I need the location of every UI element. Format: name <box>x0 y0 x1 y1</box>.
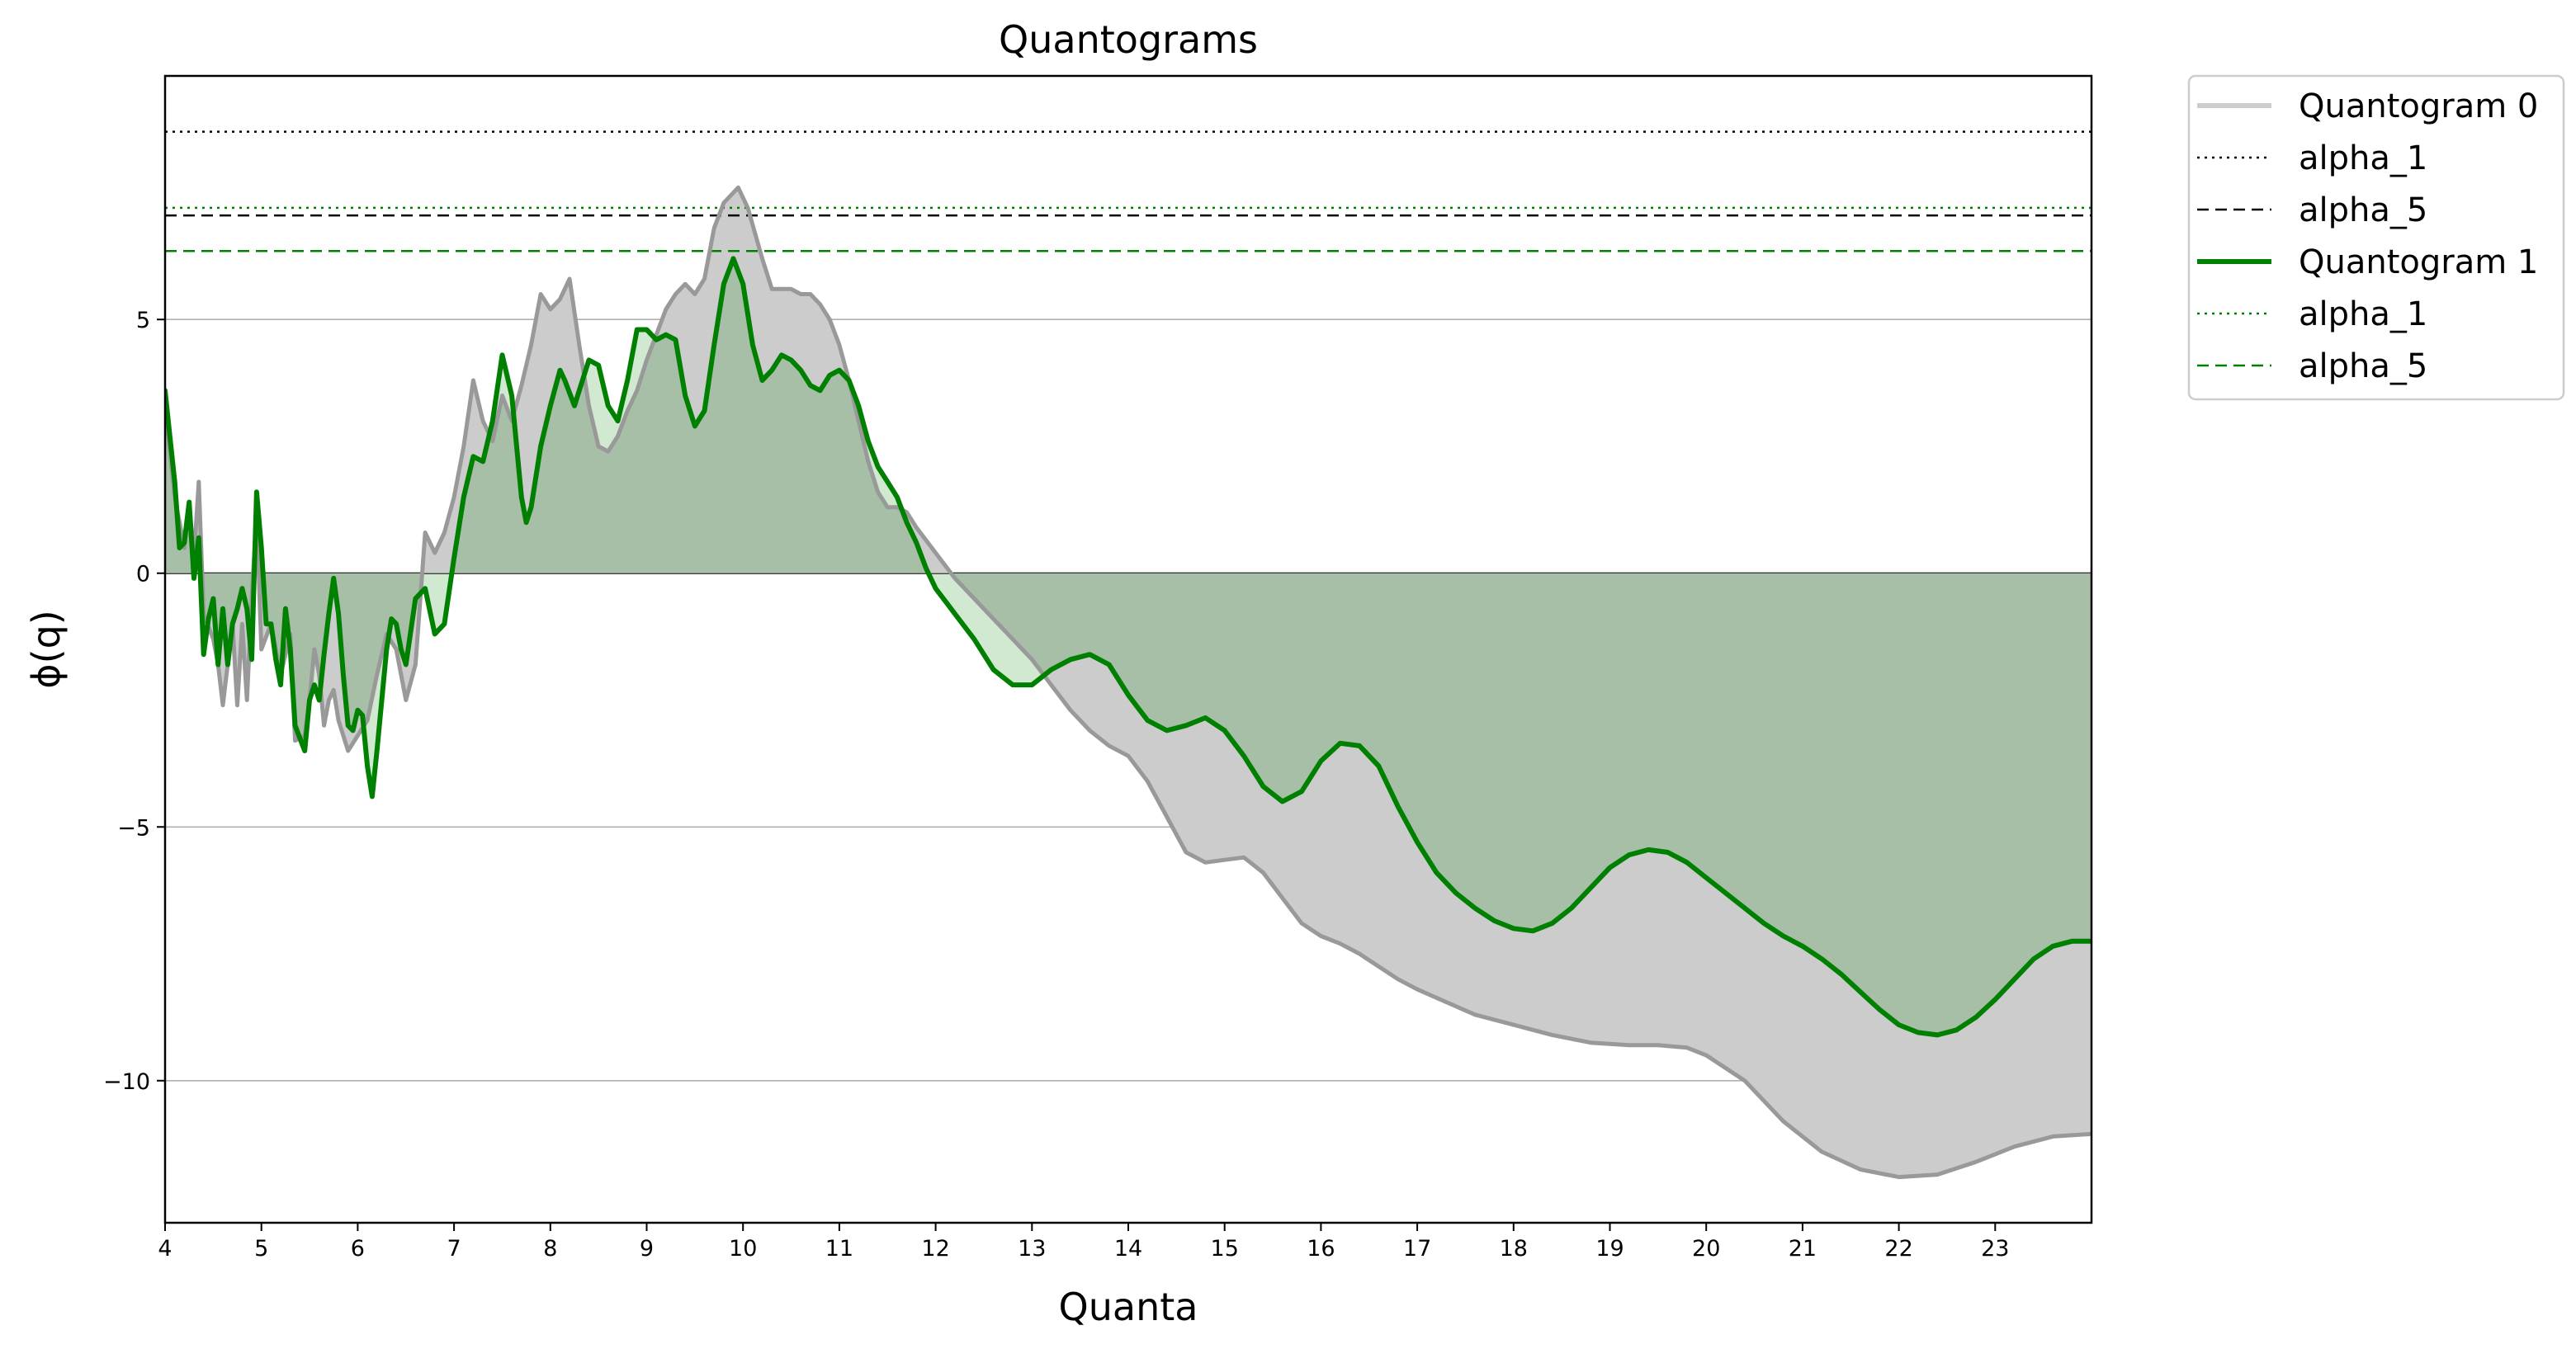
series-fill <box>165 258 2092 1035</box>
legend-label: alpha_5 <box>2299 347 2427 385</box>
series-lines <box>165 185 2092 1180</box>
x-tick-label: 22 <box>1884 1236 1912 1262</box>
legend-label: alpha_5 <box>2299 191 2427 229</box>
x-tick-label: 5 <box>254 1236 268 1262</box>
x-axis-ticks: 4 5 6 7 8 9 10 11 12 13 14 15 16 17 18 19 20 21 22 23 <box>158 1223 2009 1262</box>
x-tick-label: 14 <box>1114 1236 1142 1262</box>
legend-label: alpha_1 <box>2299 295 2427 333</box>
x-tick-label: 8 <box>543 1236 557 1262</box>
x-tick-label: 21 <box>1789 1236 1817 1262</box>
x-tick-label: 10 <box>729 1236 757 1262</box>
x-tick-label: 15 <box>1211 1236 1239 1262</box>
reference-lines <box>165 130 2092 252</box>
x-tick-label: 13 <box>1018 1236 1046 1262</box>
x-tick-label: 23 <box>1981 1236 2009 1262</box>
y-axis-ticks: −10 −5 0 5 <box>103 308 165 1095</box>
x-tick-label: 11 <box>825 1236 853 1262</box>
x-axis-label: Quanta <box>1059 1285 1198 1329</box>
x-tick-label: 6 <box>351 1236 365 1262</box>
legend-label: Quantogram 1 <box>2299 243 2538 281</box>
x-tick-label: 7 <box>447 1236 461 1262</box>
legend-label: Quantogram 0 <box>2299 87 2538 125</box>
x-tick-label: 4 <box>158 1236 172 1262</box>
y-tick-label: 0 <box>136 562 150 587</box>
area-fills <box>165 187 2092 1177</box>
chart-title: Quantograms <box>999 17 1258 62</box>
y-tick-label: 5 <box>136 308 150 333</box>
x-tick-label: 9 <box>640 1236 654 1262</box>
x-tick-label: 19 <box>1595 1236 1624 1262</box>
x-tick-label: 18 <box>1500 1236 1528 1262</box>
y-axis-label: ϕ(q) <box>24 610 69 688</box>
y-tick-label: −5 <box>117 815 150 841</box>
x-tick-label: 16 <box>1307 1236 1335 1262</box>
y-tick-label: −10 <box>103 1069 150 1095</box>
series-fill <box>165 187 2092 1177</box>
x-tick-label: 17 <box>1403 1236 1431 1262</box>
legend-label: alpha_1 <box>2299 139 2427 177</box>
x-tick-label: 12 <box>921 1236 949 1262</box>
series-line <box>165 256 2092 1038</box>
x-tick-label: 20 <box>1692 1236 1720 1262</box>
legend: Quantogram 0 alpha_1 alpha_5 Quantogram 1 al… <box>2187 74 2565 401</box>
legend-box <box>2187 74 2565 401</box>
